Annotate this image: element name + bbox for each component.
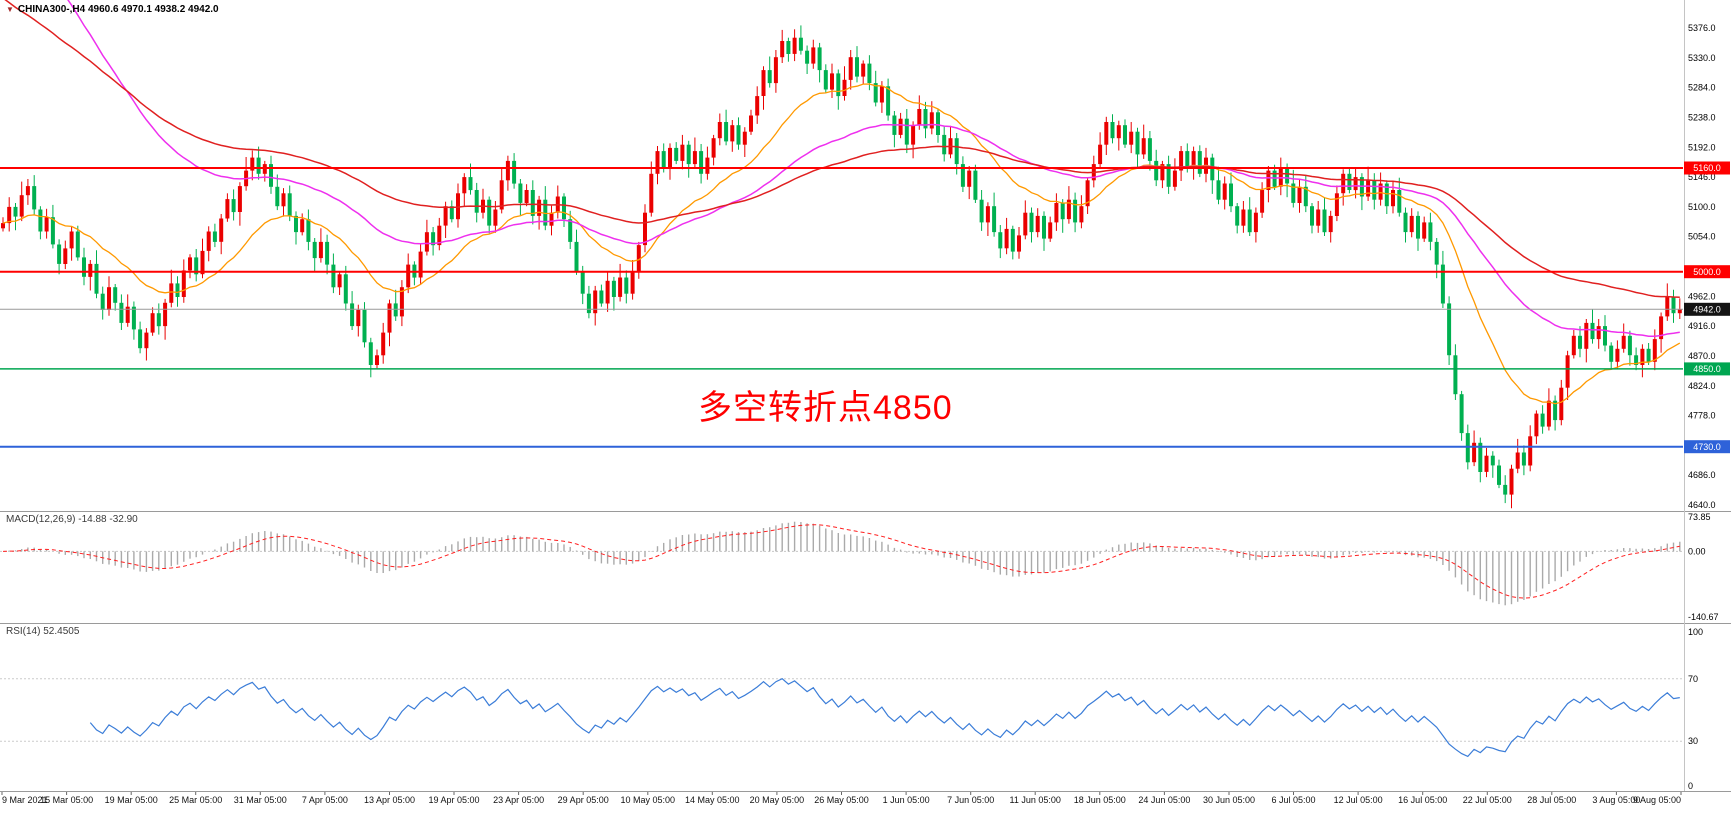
svg-text:5376.0: 5376.0 xyxy=(1688,23,1716,33)
svg-text:14 May 05:00: 14 May 05:00 xyxy=(685,795,740,805)
svg-text:4850.0: 4850.0 xyxy=(1693,364,1721,374)
symbol-marker-icon: ▼ xyxy=(6,4,14,14)
horizontal-line-5000.0[interactable]: 5000.0 xyxy=(0,265,1730,279)
svg-text:100: 100 xyxy=(1688,627,1703,637)
svg-text:28 Jul 05:00: 28 Jul 05:00 xyxy=(1527,795,1576,805)
chart-text-annotation[interactable]: 多空转折点4850 xyxy=(698,389,953,427)
svg-text:7 Jun 05:00: 7 Jun 05:00 xyxy=(947,795,994,805)
svg-text:5284.0: 5284.0 xyxy=(1688,83,1716,93)
svg-text:4686.0: 4686.0 xyxy=(1688,470,1716,480)
svg-text:73.85: 73.85 xyxy=(1688,512,1711,522)
svg-text:9 Aug 05:00: 9 Aug 05:00 xyxy=(1633,795,1681,805)
svg-text:4962.0: 4962.0 xyxy=(1688,291,1716,301)
ma-line-90 xyxy=(4,0,1680,298)
svg-text:5146.0: 5146.0 xyxy=(1688,172,1716,182)
rsi-line xyxy=(0,677,1683,758)
horizontal-line-4850.0[interactable]: 4850.0 xyxy=(0,362,1730,376)
svg-text:25 Mar 05:00: 25 Mar 05:00 xyxy=(169,795,222,805)
svg-text:29 Apr 05:00: 29 Apr 05:00 xyxy=(558,795,609,805)
svg-text:12 Jul 05:00: 12 Jul 05:00 xyxy=(1334,795,1383,805)
svg-text:5330.0: 5330.0 xyxy=(1688,53,1716,63)
svg-text:16 Jul 05:00: 16 Jul 05:00 xyxy=(1398,795,1447,805)
svg-text:4730.0: 4730.0 xyxy=(1693,442,1721,452)
symbol-ohlc-header: ▼ CHINA300-,H4 4960.6 4970.1 4938.2 4942… xyxy=(6,4,219,15)
svg-text:4640.0: 4640.0 xyxy=(1688,500,1716,510)
svg-text:10 May 05:00: 10 May 05:00 xyxy=(621,795,676,805)
current-price-marker: 4942.0 xyxy=(0,302,1730,316)
svg-text:11 Jun 05:00: 11 Jun 05:00 xyxy=(1010,795,1061,805)
svg-text:4916.0: 4916.0 xyxy=(1688,321,1716,331)
svg-text:15 Mar 05:00: 15 Mar 05:00 xyxy=(40,795,93,805)
ma-line-20 xyxy=(2,83,1681,405)
svg-text:4870.0: 4870.0 xyxy=(1688,351,1716,361)
svg-text:5192.0: 5192.0 xyxy=(1688,142,1716,152)
svg-text:31 Mar 05:00: 31 Mar 05:00 xyxy=(234,795,287,805)
symbol-ohlc-label: CHINA300-,H4 4960.6 4970.1 4938.2 4942.0 xyxy=(17,4,219,15)
svg-text:7 Apr 05:00: 7 Apr 05:00 xyxy=(302,795,348,805)
svg-text:22 Jul 05:00: 22 Jul 05:00 xyxy=(1463,795,1512,805)
svg-text:30 Jun 05:00: 30 Jun 05:00 xyxy=(1203,795,1255,805)
svg-text:5000.0: 5000.0 xyxy=(1693,267,1721,277)
horizontal-line-5160.0[interactable]: 5160.0 xyxy=(0,161,1730,175)
horizontal-line-4730.0[interactable]: 4730.0 xyxy=(0,440,1730,454)
svg-text:70: 70 xyxy=(1688,674,1698,684)
svg-text:23 Apr 05:00: 23 Apr 05:00 xyxy=(493,795,544,805)
svg-text:3 Aug 05:00: 3 Aug 05:00 xyxy=(1592,795,1640,805)
svg-text:4942.0: 4942.0 xyxy=(1693,305,1721,315)
svg-text:9 Mar 2021: 9 Mar 2021 xyxy=(2,795,48,805)
svg-text:5054.0: 5054.0 xyxy=(1688,232,1716,242)
svg-text:1 Jun 05:00: 1 Jun 05:00 xyxy=(883,795,930,805)
svg-text:0.00: 0.00 xyxy=(1688,546,1706,556)
macd-histogram xyxy=(0,521,1683,606)
svg-text:19 Apr 05:00: 19 Apr 05:00 xyxy=(428,795,479,805)
svg-text:5160.0: 5160.0 xyxy=(1693,163,1721,173)
ma-line-50 xyxy=(67,0,1680,338)
macd-signal-line xyxy=(2,524,1680,599)
svg-text:19 Mar 05:00: 19 Mar 05:00 xyxy=(105,795,158,805)
macd-indicator-label: MACD(12,26,9) -14.88 -32.90 xyxy=(6,514,138,525)
svg-text:4778.0: 4778.0 xyxy=(1688,411,1716,421)
price-axis-labels: 5376.0 5330.0 5284.0 5238.0 5192.0 5146.0 5100… xyxy=(1688,23,1719,791)
svg-text:24 Jun 05:00: 24 Jun 05:00 xyxy=(1138,795,1190,805)
svg-text:13 Apr 05:00: 13 Apr 05:00 xyxy=(364,795,415,805)
svg-text:26 May 05:00: 26 May 05:00 xyxy=(814,795,869,805)
svg-text:20 May 05:00: 20 May 05:00 xyxy=(750,795,805,805)
svg-text:30: 30 xyxy=(1688,736,1698,746)
rsi-indicator-label: RSI(14) 52.4505 xyxy=(6,626,80,637)
svg-text:-140.67: -140.67 xyxy=(1688,612,1719,622)
svg-text:5238.0: 5238.0 xyxy=(1688,112,1716,122)
svg-text:18 Jun 05:00: 18 Jun 05:00 xyxy=(1074,795,1126,805)
svg-text:6 Jul 05:00: 6 Jul 05:00 xyxy=(1271,795,1315,805)
svg-text:4824.0: 4824.0 xyxy=(1688,381,1716,391)
svg-text:0: 0 xyxy=(1688,781,1693,791)
svg-text:5100.0: 5100.0 xyxy=(1688,202,1716,212)
candles-layer xyxy=(1,25,1682,509)
